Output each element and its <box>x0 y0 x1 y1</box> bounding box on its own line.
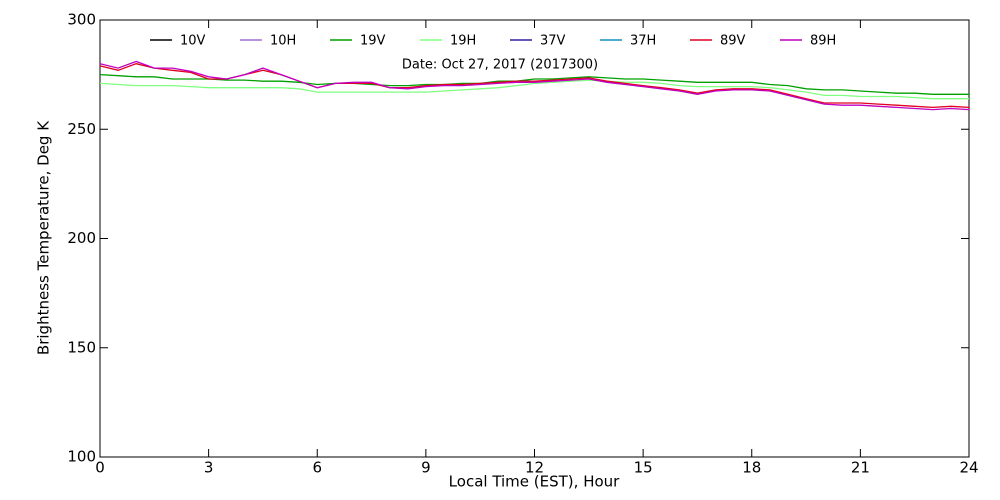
legend-label: 19V <box>360 34 386 49</box>
y-tick-label: 200 <box>67 229 96 247</box>
series-line <box>99 79 969 100</box>
x-tick-label: 9 <box>421 459 431 477</box>
x-tick-label: 21 <box>851 459 870 477</box>
y-tick-label: 300 <box>67 11 96 29</box>
legend-label: 89H <box>810 34 836 49</box>
x-tick-label: 6 <box>312 459 322 477</box>
x-axis-label: Local Time (EST), Hour <box>449 473 620 491</box>
legend-label: 37H <box>630 34 656 49</box>
legend-label: 19H <box>450 34 476 49</box>
x-tick-label: 0 <box>95 459 105 477</box>
legend-label: 37V <box>540 34 566 49</box>
y-axis-label: Brightness Temperature, Deg K <box>35 120 53 355</box>
x-tick-label: 12 <box>525 459 544 477</box>
x-tick-label: 15 <box>634 459 653 477</box>
x-tick-label: 24 <box>959 459 978 477</box>
legend-label: 10V <box>180 34 206 49</box>
x-tick-label: 3 <box>204 459 214 477</box>
legend-label: 89V <box>720 34 746 49</box>
y-tick-label: 150 <box>67 338 96 356</box>
y-tick-label: 250 <box>67 120 96 138</box>
legend-label: 10H <box>270 34 296 49</box>
series-line <box>99 73 969 95</box>
y-tick-label: 100 <box>67 448 96 466</box>
series-line <box>99 60 970 111</box>
x-tick-label: 18 <box>742 459 761 477</box>
annotation: Date: Oct 27, 2017 (2017300) <box>402 58 598 73</box>
plot-frame <box>99 19 970 458</box>
